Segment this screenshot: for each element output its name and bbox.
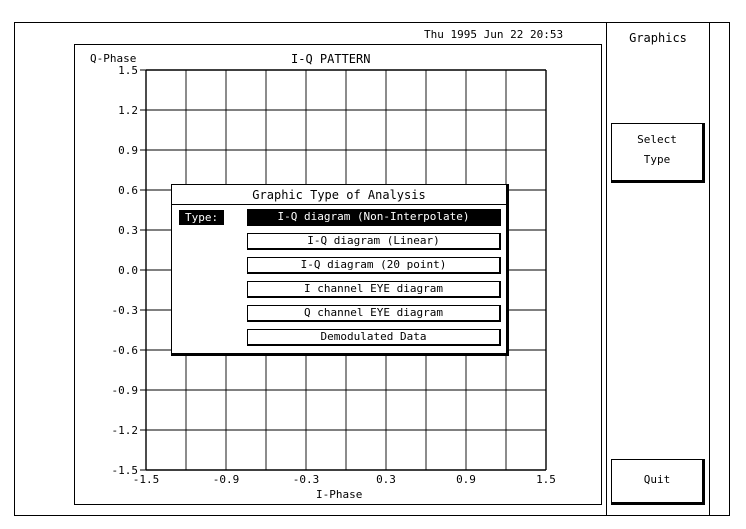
y-tick-label: 0.3 <box>118 224 138 237</box>
option-demodulated-data[interactable]: Demodulated Data <box>247 329 501 346</box>
graphics-softkey-panel: Graphics Select Type Quit <box>606 22 710 516</box>
option-iq-20-point[interactable]: I-Q diagram (20 point) <box>247 257 501 274</box>
y-tick-label: 1.5 <box>118 64 138 77</box>
y-tick-label: -1.5 <box>112 464 139 477</box>
plot-title: I-Q PATTERN <box>291 52 371 66</box>
x-axis-label: I-Phase <box>316 488 363 501</box>
quit-label: Quit <box>643 473 671 486</box>
dialog-title: Graphic Type of Analysis <box>252 188 426 202</box>
select-type-label-line1: Select <box>637 133 677 146</box>
type-label: Type: <box>179 210 225 225</box>
y-tick-label: 0.9 <box>118 144 138 157</box>
graphic-type-dialog: Graphic Type of Analysis Type: I-Q diagr… <box>171 184 509 356</box>
panel-title: Graphics <box>629 31 687 45</box>
option-iq-linear[interactable]: I-Q diagram (Linear) <box>247 233 501 250</box>
datetime-readout: Thu 1995 Jun 22 20:53 <box>424 28 564 41</box>
y-tick-label: -0.6 <box>112 344 139 357</box>
dialog-divider <box>172 204 506 205</box>
y-axis-label: Q-Phase <box>90 52 137 65</box>
option-iq-non-interpolate[interactable]: I-Q diagram (Non-Interpolate) <box>247 209 501 226</box>
select-type-label-line2: Type <box>643 153 671 166</box>
y-tick-label: -0.9 <box>112 384 139 397</box>
x-tick-label: -0.3 <box>293 473 320 486</box>
select-type-button[interactable]: Select Type <box>611 123 705 183</box>
analysis-screen-frame <box>14 22 730 516</box>
y-tick-label: 0.0 <box>118 264 138 277</box>
x-tick-label: -1.5 <box>133 473 160 486</box>
y-tick-label: 0.6 <box>118 184 138 197</box>
y-tick-label: -1.2 <box>112 424 139 437</box>
option-q-channel-eye[interactable]: Q channel EYE diagram <box>247 305 501 322</box>
plot-frame <box>74 44 602 505</box>
x-tick-label: 1.5 <box>536 473 556 486</box>
x-tick-label: 0.3 <box>376 473 396 486</box>
y-tick-label: -0.3 <box>112 304 139 317</box>
quit-button[interactable]: Quit <box>611 459 705 505</box>
y-tick-label: 1.2 <box>118 104 138 117</box>
x-tick-label: -0.9 <box>213 473 240 486</box>
x-tick-label: 0.9 <box>456 473 476 486</box>
option-i-channel-eye[interactable]: I channel EYE diagram <box>247 281 501 298</box>
